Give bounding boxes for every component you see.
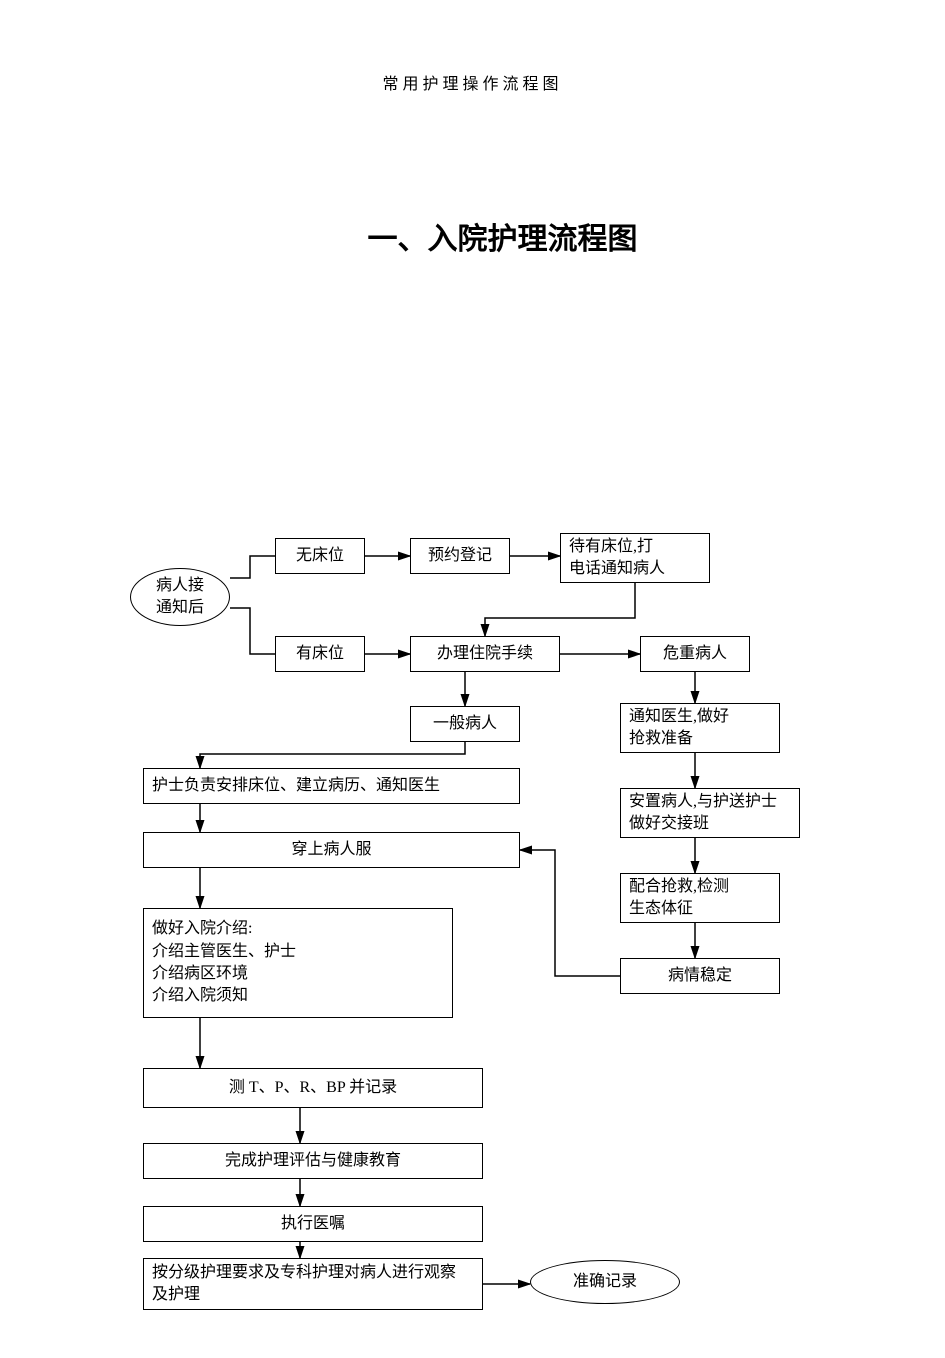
node-nobed: 无床位: [275, 538, 365, 574]
node-measure: 测 T、P、R、BP 并记录: [143, 1068, 483, 1108]
node-crit: 危重病人: [640, 636, 750, 672]
node-rescue: 配合抢救,检测生态体征: [620, 873, 780, 923]
edge-start-nobed: [230, 556, 275, 578]
chart-title: 一、入院护理流程图: [60, 214, 945, 258]
node-observe: 按分级护理要求及专科护理对病人进行观察及护理: [143, 1258, 483, 1310]
node-reg: 预约登记: [410, 538, 510, 574]
node-exec: 执行医嘱: [143, 1206, 483, 1242]
edge-norm-arrange: [200, 742, 465, 768]
node-proc: 办理住院手续: [410, 636, 560, 672]
node-settle: 安置病人,与护送护士做好交接班: [620, 788, 800, 838]
node-wear: 穿上病人服: [143, 832, 520, 868]
edge-stable-wear: [520, 850, 620, 976]
node-stable: 病情稳定: [620, 958, 780, 994]
node-arrange: 护士负责安排床位、建立病历、通知医生: [143, 768, 520, 804]
flowchart-canvas: 病人接通知后 无床位 预约登记 待有床位,打电话通知病人有床位 办理住院手续 危重病人一般…: [0, 258, 945, 1358]
node-notify: 通知医生,做好抢救准备: [620, 703, 780, 753]
node-start: 病人接通知后: [130, 568, 230, 626]
page-header: 常用护理操作流程图: [0, 0, 945, 94]
flowchart-edges: [0, 258, 945, 1358]
node-intro: 做好入院介绍:介绍主管医生、护士介绍病区环境介绍入院须知: [143, 908, 453, 1018]
node-norm: 一般病人: [410, 706, 520, 742]
edge-start-bed: [230, 608, 275, 654]
node-wait: 待有床位,打电话通知病人: [560, 533, 710, 583]
edge-wait-proc: [485, 583, 635, 636]
node-record: 准确记录: [530, 1260, 680, 1304]
node-assess: 完成护理评估与健康教育: [143, 1143, 483, 1179]
node-bed: 有床位: [275, 636, 365, 672]
